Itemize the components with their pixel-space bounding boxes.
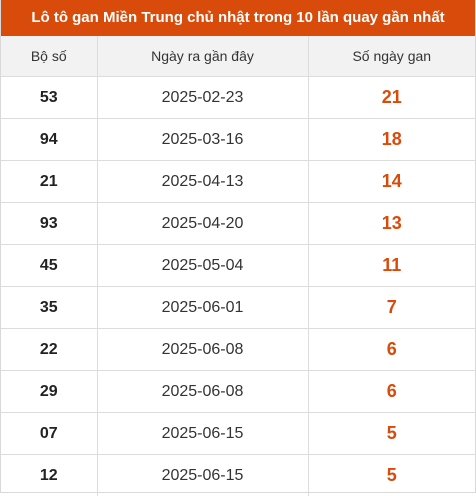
header-last-date: Ngày ra gần đây [97, 36, 308, 77]
table-row: 21 2025-04-13 14 [1, 161, 475, 203]
header-number: Bộ số [1, 36, 97, 77]
table-header-row: Bộ số Ngày ra gần đây Số ngày gan [1, 36, 475, 77]
cell-last-date: 2025-06-08 [97, 371, 308, 413]
table-row: 94 2025-03-16 18 [1, 119, 475, 161]
cell-gap-days: 14 [308, 161, 475, 203]
cell-number: 22 [1, 329, 97, 371]
cell-number: 93 [1, 203, 97, 245]
cell-last-date: 2025-04-20 [97, 203, 308, 245]
cell-number: 45 [1, 245, 97, 287]
cell-gap-days: 18 [308, 119, 475, 161]
cell-gap-days: 5 [308, 413, 475, 455]
cell-last-date: 2025-06-15 [97, 455, 308, 496]
table-row: 35 2025-06-01 7 [1, 287, 475, 329]
table-row: 29 2025-06-08 6 [1, 371, 475, 413]
cell-number: 07 [1, 413, 97, 455]
cell-gap-days: 6 [308, 371, 475, 413]
cell-gap-days: 5 [308, 455, 475, 496]
header-gap-days: Số ngày gan [308, 36, 475, 77]
cell-last-date: 2025-06-01 [97, 287, 308, 329]
cell-gap-days: 21 [308, 77, 475, 119]
cell-gap-days: 6 [308, 329, 475, 371]
cell-gap-days: 11 [308, 245, 475, 287]
cell-number: 21 [1, 161, 97, 203]
cell-last-date: 2025-05-04 [97, 245, 308, 287]
cell-last-date: 2025-04-13 [97, 161, 308, 203]
cell-last-date: 2025-06-08 [97, 329, 308, 371]
table-row: 93 2025-04-20 13 [1, 203, 475, 245]
cell-gap-days: 13 [308, 203, 475, 245]
cell-number: 29 [1, 371, 97, 413]
cell-number: 94 [1, 119, 97, 161]
cell-last-date: 2025-06-15 [97, 413, 308, 455]
cell-gap-days: 7 [308, 287, 475, 329]
cell-number: 53 [1, 77, 97, 119]
table-row: 45 2025-05-04 11 [1, 245, 475, 287]
table-row: 07 2025-06-15 5 [1, 413, 475, 455]
table-row: 12 2025-06-15 5 [1, 455, 475, 496]
table-title: Lô tô gan Miền Trung chủ nhật trong 10 l… [1, 0, 475, 36]
lo-gan-table: Bộ số Ngày ra gần đây Số ngày gan 53 202… [1, 36, 475, 496]
cell-last-date: 2025-02-23 [97, 77, 308, 119]
cell-number: 35 [1, 287, 97, 329]
table-row: 22 2025-06-08 6 [1, 329, 475, 371]
cell-last-date: 2025-03-16 [97, 119, 308, 161]
cell-number: 12 [1, 455, 97, 496]
table-row: 53 2025-02-23 21 [1, 77, 475, 119]
